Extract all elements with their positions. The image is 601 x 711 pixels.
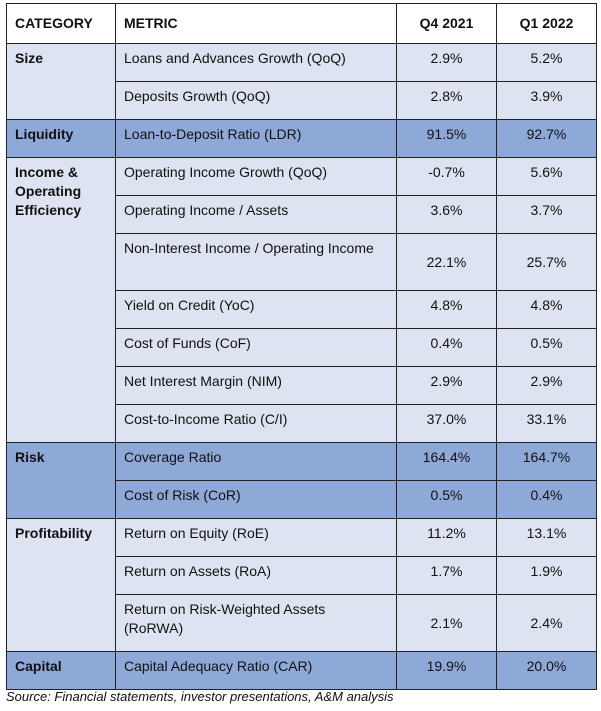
- value-cell-q1: 20.0%: [496, 651, 597, 690]
- value-cell-q4: 19.9%: [396, 651, 497, 690]
- value-cell-q4: 0.5%: [396, 480, 497, 519]
- table-row: Cost of Funds (CoF) 0.4% 0.5%: [7, 328, 597, 367]
- category-cell-risk: Risk: [6, 442, 116, 519]
- value-cell-q4: 11.2%: [396, 518, 497, 557]
- table-row: Liquidity Loan-to-Deposit Ratio (LDR) 91…: [6, 119, 597, 158]
- value-cell-q1: 4.8%: [496, 290, 597, 329]
- source-note: Source: Financial statements, investor p…: [6, 689, 394, 704]
- metric-cell: Deposits Growth (QoQ): [115, 81, 397, 120]
- metric-cell: Capital Adequacy Ratio (CAR): [115, 651, 397, 690]
- metric-cell: Return on Risk-Weighted Assets (RoRWA): [115, 594, 397, 652]
- category-cell-size: Size: [6, 43, 116, 120]
- value-cell-q1: 33.1%: [496, 404, 597, 443]
- metric-cell: Net Interest Margin (NIM): [115, 366, 397, 405]
- table-row: Deposits Growth (QoQ) 2.8% 3.9%: [7, 81, 597, 120]
- header-metric: METRIC: [115, 3, 397, 44]
- table-row: Capital Capital Adequacy Ratio (CAR) 19.…: [6, 651, 597, 690]
- value-cell-q4: 0.4%: [396, 328, 497, 367]
- metric-cell: Cost of Funds (CoF): [115, 328, 397, 367]
- value-cell-q1: 13.1%: [496, 518, 597, 557]
- value-cell-q4: 4.8%: [396, 290, 497, 329]
- value-cell-q1: 3.9%: [496, 81, 597, 120]
- value-cell-q4: 2.8%: [396, 81, 497, 120]
- metric-cell: Cost of Risk (CoR): [115, 480, 397, 519]
- metric-cell: Yield on Credit (YoC): [115, 290, 397, 329]
- table-row: Risk Coverage Ratio 164.4% 164.7%: [6, 442, 597, 519]
- table-header-row: CATEGORY METRIC Q4 2021 Q1 2022: [6, 3, 597, 44]
- table-row: Size Loans and Advances Growth (QoQ) 2.9…: [6, 43, 597, 120]
- table-body: Size Loans and Advances Growth (QoQ) 2.9…: [6, 43, 597, 690]
- metric-cell: Loans and Advances Growth (QoQ): [115, 43, 397, 82]
- value-cell-q4: 2.9%: [396, 43, 497, 82]
- category-cell-income: Income & Operating Efficiency: [6, 157, 116, 443]
- metric-cell: Operating Income Growth (QoQ): [115, 157, 397, 196]
- value-cell-q1: 164.7%: [496, 442, 597, 481]
- table-row: Cost-to-Income Ratio (C/I) 37.0% 33.1%: [7, 404, 597, 443]
- value-cell-q1: 25.7%: [496, 233, 597, 291]
- value-cell-q1: 0.4%: [496, 480, 597, 519]
- value-cell-q4: 164.4%: [396, 442, 497, 481]
- value-cell-q4: 22.1%: [396, 233, 497, 291]
- table-row: Non-Interest Income / Operating Income 2…: [7, 233, 597, 291]
- metric-cell: Cost-to-Income Ratio (C/I): [115, 404, 397, 443]
- value-cell-q4: 37.0%: [396, 404, 497, 443]
- value-cell-q1: 1.9%: [496, 556, 597, 595]
- value-cell-q4: -0.7%: [396, 157, 497, 196]
- table-row: Return on Risk-Weighted Assets (RoRWA) 2…: [7, 594, 597, 652]
- metric-cell: Operating Income / Assets: [115, 195, 397, 234]
- metric-cell: Return on Assets (RoA): [115, 556, 397, 595]
- value-cell-q4: 2.1%: [396, 594, 497, 652]
- value-cell-q1: 92.7%: [496, 119, 597, 158]
- value-cell-q1: 2.9%: [496, 366, 597, 405]
- value-cell-q1: 5.2%: [496, 43, 597, 82]
- value-cell-q1: 3.7%: [496, 195, 597, 234]
- table-row: Yield on Credit (YoC) 4.8% 4.8%: [7, 290, 597, 329]
- header-category: CATEGORY: [6, 3, 116, 44]
- value-cell-q4: 3.6%: [396, 195, 497, 234]
- metric-cell: Return on Equity (RoE): [115, 518, 397, 557]
- category-cell-profitability: Profitability: [6, 518, 116, 652]
- header-q4-2021: Q4 2021: [396, 3, 497, 44]
- header-q1-2022: Q1 2022: [496, 3, 597, 44]
- value-cell-q4: 1.7%: [396, 556, 497, 595]
- table-row: Income & Operating Efficiency Operating …: [6, 157, 597, 443]
- table-row: Profitability Return on Equity (RoE) 11.…: [6, 518, 597, 652]
- table-row: Return on Assets (RoA) 1.7% 1.9%: [7, 556, 597, 595]
- table-row: Net Interest Margin (NIM) 2.9% 2.9%: [7, 366, 597, 405]
- metric-cell: Non-Interest Income / Operating Income: [115, 233, 397, 291]
- value-cell-q1: 5.6%: [496, 157, 597, 196]
- metric-cell: Coverage Ratio: [115, 442, 397, 481]
- table-row: Operating Income / Assets 3.6% 3.7%: [7, 195, 597, 234]
- value-cell-q4: 2.9%: [396, 366, 497, 405]
- metric-cell: Loan-to-Deposit Ratio (LDR): [115, 119, 397, 158]
- kpi-table: CATEGORY METRIC Q4 2021 Q1 2022 Size Loa…: [6, 3, 597, 690]
- value-cell-q1: 0.5%: [496, 328, 597, 367]
- category-cell-liquidity: Liquidity: [6, 119, 116, 158]
- category-cell-capital: Capital: [6, 651, 116, 690]
- value-cell-q1: 2.4%: [496, 594, 597, 652]
- table-row: Cost of Risk (CoR) 0.5% 0.4%: [7, 480, 597, 519]
- value-cell-q4: 91.5%: [396, 119, 497, 158]
